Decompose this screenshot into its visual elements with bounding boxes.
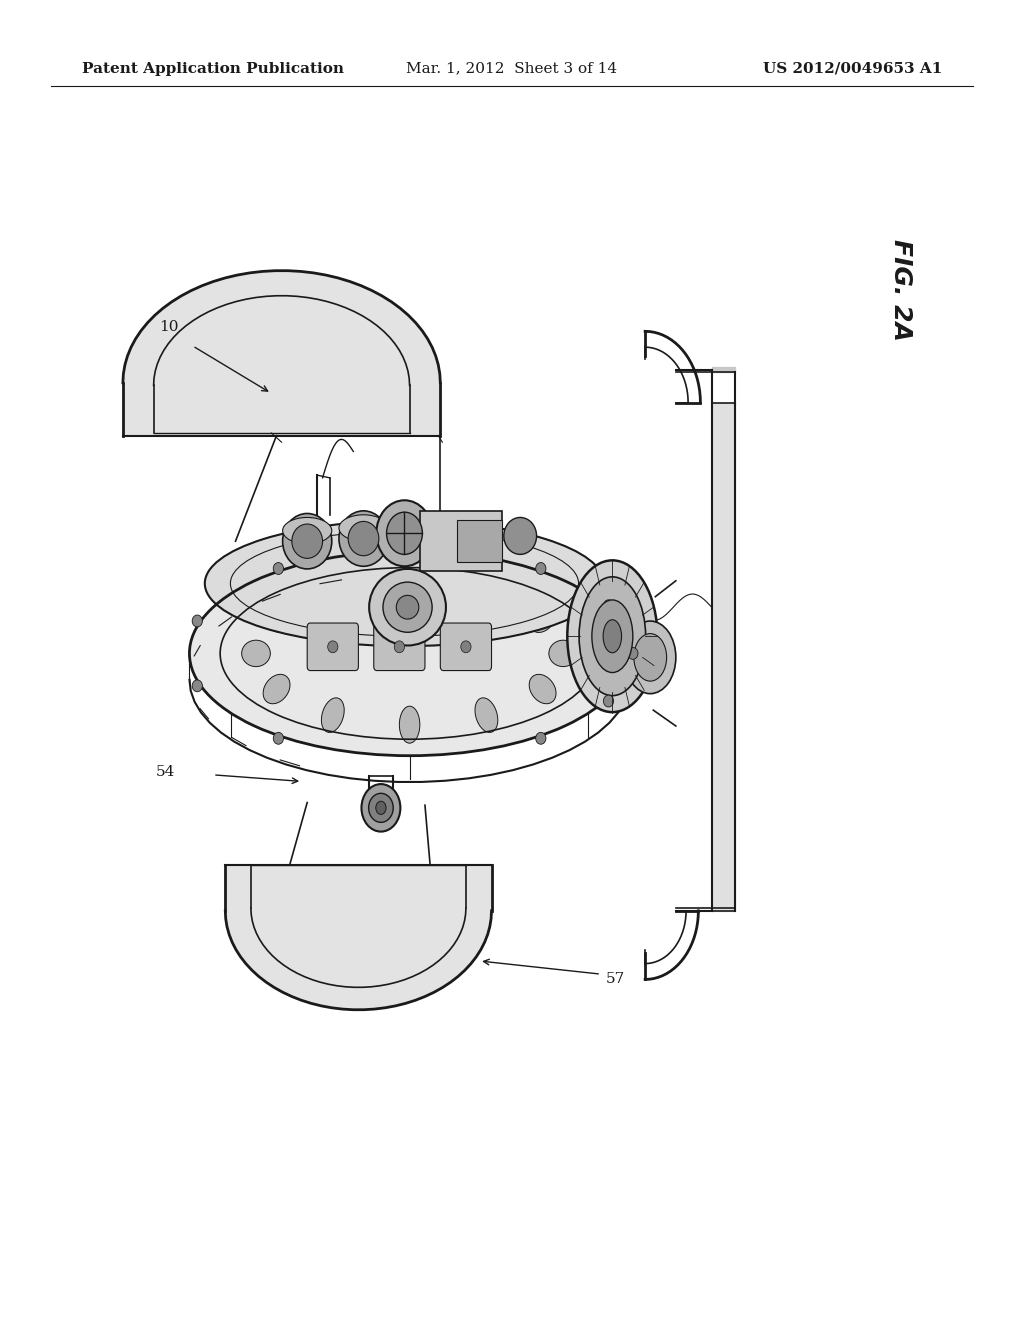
Ellipse shape: [603, 696, 613, 708]
Ellipse shape: [339, 515, 388, 541]
Ellipse shape: [461, 640, 471, 653]
Ellipse shape: [549, 640, 578, 667]
Ellipse shape: [361, 784, 400, 832]
FancyBboxPatch shape: [440, 623, 492, 671]
Ellipse shape: [603, 599, 613, 611]
Ellipse shape: [529, 603, 556, 632]
Polygon shape: [712, 367, 735, 372]
Text: FIG. 2A: FIG. 2A: [889, 239, 913, 342]
Ellipse shape: [348, 521, 379, 556]
Ellipse shape: [328, 640, 338, 653]
Ellipse shape: [273, 733, 284, 744]
Ellipse shape: [322, 574, 344, 609]
Ellipse shape: [376, 500, 433, 566]
Ellipse shape: [322, 698, 344, 733]
Ellipse shape: [567, 560, 657, 713]
Ellipse shape: [339, 511, 388, 566]
Bar: [420, 511, 502, 570]
Polygon shape: [123, 271, 440, 436]
Ellipse shape: [399, 706, 420, 743]
Ellipse shape: [189, 552, 630, 755]
Ellipse shape: [263, 603, 290, 632]
Ellipse shape: [283, 517, 332, 544]
Ellipse shape: [529, 675, 556, 704]
Ellipse shape: [580, 577, 645, 696]
Ellipse shape: [263, 675, 290, 704]
Text: 54: 54: [156, 766, 175, 779]
Text: US 2012/0049653 A1: US 2012/0049653 A1: [763, 62, 942, 75]
Polygon shape: [225, 865, 492, 1010]
Bar: [457, 520, 502, 562]
Ellipse shape: [603, 619, 622, 653]
Text: Mar. 1, 2012  Sheet 3 of 14: Mar. 1, 2012 Sheet 3 of 14: [407, 62, 617, 75]
Ellipse shape: [283, 513, 332, 569]
Ellipse shape: [396, 595, 419, 619]
Ellipse shape: [592, 599, 633, 672]
Ellipse shape: [536, 733, 546, 744]
Ellipse shape: [242, 640, 270, 667]
Ellipse shape: [475, 698, 498, 733]
Text: 10: 10: [159, 321, 178, 334]
Ellipse shape: [370, 569, 446, 645]
Ellipse shape: [475, 574, 498, 609]
Ellipse shape: [292, 524, 323, 558]
Ellipse shape: [205, 520, 604, 645]
Ellipse shape: [387, 512, 423, 554]
Ellipse shape: [536, 562, 546, 574]
Polygon shape: [712, 403, 735, 911]
Ellipse shape: [634, 634, 667, 681]
Ellipse shape: [394, 640, 404, 653]
Ellipse shape: [628, 647, 638, 660]
Ellipse shape: [193, 680, 203, 692]
Ellipse shape: [504, 517, 537, 554]
Ellipse shape: [193, 615, 203, 627]
Ellipse shape: [383, 582, 432, 632]
Ellipse shape: [273, 562, 284, 574]
Ellipse shape: [369, 793, 393, 822]
Text: 57: 57: [606, 973, 626, 986]
Ellipse shape: [376, 801, 386, 814]
Text: Patent Application Publication: Patent Application Publication: [82, 62, 344, 75]
FancyBboxPatch shape: [307, 623, 358, 671]
Ellipse shape: [399, 564, 420, 601]
FancyBboxPatch shape: [374, 623, 425, 671]
Ellipse shape: [625, 622, 676, 694]
